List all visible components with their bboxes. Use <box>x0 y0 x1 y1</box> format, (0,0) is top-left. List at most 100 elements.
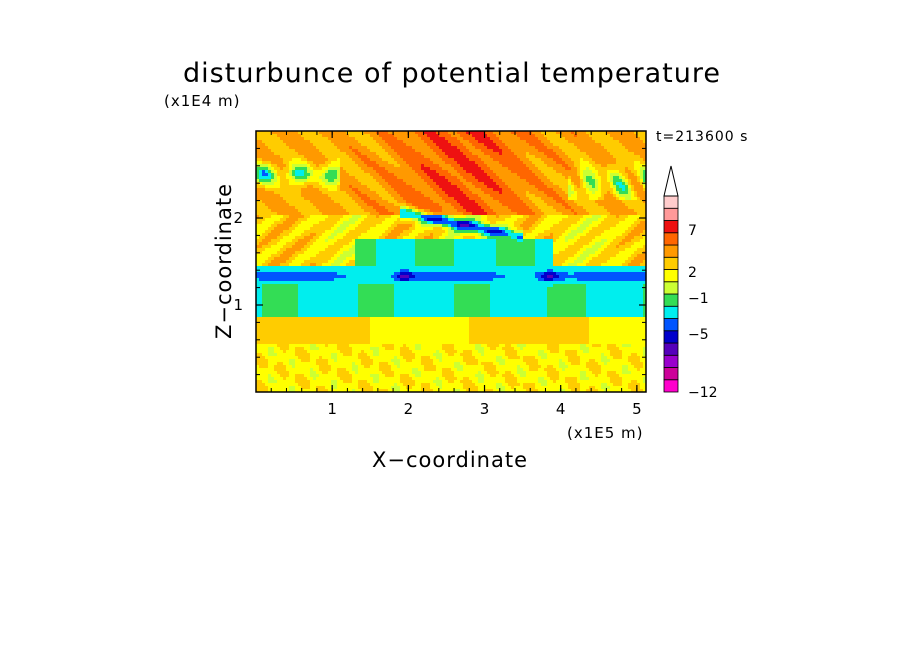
contour-cell <box>583 230 587 234</box>
contour-cell <box>454 170 458 174</box>
contour-cell <box>382 191 386 195</box>
contour-cell <box>445 215 449 219</box>
contour-cell <box>397 170 401 174</box>
contour-cell <box>526 200 530 204</box>
contour-cell <box>403 137 407 141</box>
contour-cell <box>457 176 461 180</box>
contour-cell <box>514 176 518 180</box>
contour-cell <box>604 182 608 186</box>
contour-cell <box>559 236 563 240</box>
contour-cell <box>472 236 476 240</box>
contour-cell <box>556 164 560 168</box>
contour-cell <box>454 134 458 138</box>
contour-cell <box>616 182 620 186</box>
contour-cell <box>400 218 404 222</box>
contour-cell <box>574 143 578 147</box>
contour-cell <box>274 176 278 180</box>
contour-cell <box>463 218 467 222</box>
contour-cell <box>394 161 398 165</box>
contour-cell <box>475 227 479 231</box>
contour-cell <box>400 236 404 240</box>
contour-cell <box>511 221 515 225</box>
contour-cell <box>259 176 263 180</box>
contour-cell <box>478 218 482 222</box>
contour-cell <box>355 146 359 150</box>
contour-cell <box>634 134 638 138</box>
contour-cell <box>634 146 638 150</box>
contour-cell <box>268 134 272 138</box>
contour-cell <box>481 137 485 141</box>
contour-cell <box>511 158 515 162</box>
contour-cell <box>412 143 416 147</box>
contour-cell <box>382 236 386 240</box>
contour-cell <box>421 215 425 219</box>
contour-cell <box>274 170 278 174</box>
contour-cell <box>562 230 566 234</box>
contour-cell <box>448 227 452 231</box>
contour-cell <box>448 191 452 195</box>
contour-cell <box>388 188 392 192</box>
contour-cell <box>547 221 551 225</box>
contour-cell <box>400 152 404 156</box>
contour-cell <box>412 242 416 246</box>
contour-cell <box>490 212 494 216</box>
contour-cell <box>616 191 620 195</box>
contour-cell <box>346 140 350 144</box>
contour-cell <box>526 155 530 159</box>
contour-cell <box>316 209 320 213</box>
contour-cell <box>316 134 320 138</box>
contour-cell <box>577 242 581 246</box>
contour-cell <box>568 149 572 153</box>
contour-cell <box>643 239 646 243</box>
contour-cell <box>505 176 509 180</box>
contour-cell <box>601 224 605 228</box>
contour-cell <box>634 143 638 147</box>
contour-cell <box>442 179 446 183</box>
contour-cell <box>502 239 506 243</box>
contour-cell <box>310 209 314 213</box>
contour-cell <box>559 161 563 165</box>
contour-cell <box>403 242 407 246</box>
contour-cell <box>595 224 599 228</box>
contour-cell <box>265 137 269 141</box>
contour-cell <box>472 242 476 246</box>
contour-cell <box>580 221 584 225</box>
contour-cell <box>400 182 404 186</box>
contour-cell <box>538 146 542 150</box>
contour-cell <box>337 167 341 171</box>
contour-cell <box>346 149 350 153</box>
contour-cell <box>529 242 533 246</box>
contour-cell <box>391 164 395 168</box>
contour-cell <box>424 149 428 153</box>
contour-cell <box>295 146 299 150</box>
contour-cell <box>265 182 269 186</box>
contour-cell <box>523 164 527 168</box>
contour-cell <box>361 188 365 192</box>
contour-cell <box>286 158 290 162</box>
contour-cell <box>634 233 638 237</box>
contour-cell <box>490 242 494 246</box>
contour-cell <box>460 131 464 135</box>
contour-cell <box>436 161 440 165</box>
contour-cell <box>466 233 470 237</box>
contour-cell <box>535 143 539 147</box>
contour-cell <box>286 170 290 174</box>
contour-cell <box>292 212 296 216</box>
contour-cell <box>502 161 506 165</box>
contour-cell <box>358 215 362 219</box>
contour-cell <box>268 182 272 186</box>
contour-cell <box>622 176 626 180</box>
contour-cell <box>283 176 287 180</box>
contour-cell <box>619 203 623 207</box>
contour-cell <box>433 188 437 192</box>
contour-cell <box>499 182 503 186</box>
contour-cell <box>562 242 566 246</box>
contour-cell <box>295 194 299 198</box>
contour-cell <box>619 152 623 156</box>
contour-cell <box>460 146 464 150</box>
contour-cell <box>616 233 620 237</box>
contour-cell <box>517 152 521 156</box>
contour-cell <box>376 173 380 177</box>
contour-cell <box>433 227 437 231</box>
contour-cell <box>583 239 587 243</box>
